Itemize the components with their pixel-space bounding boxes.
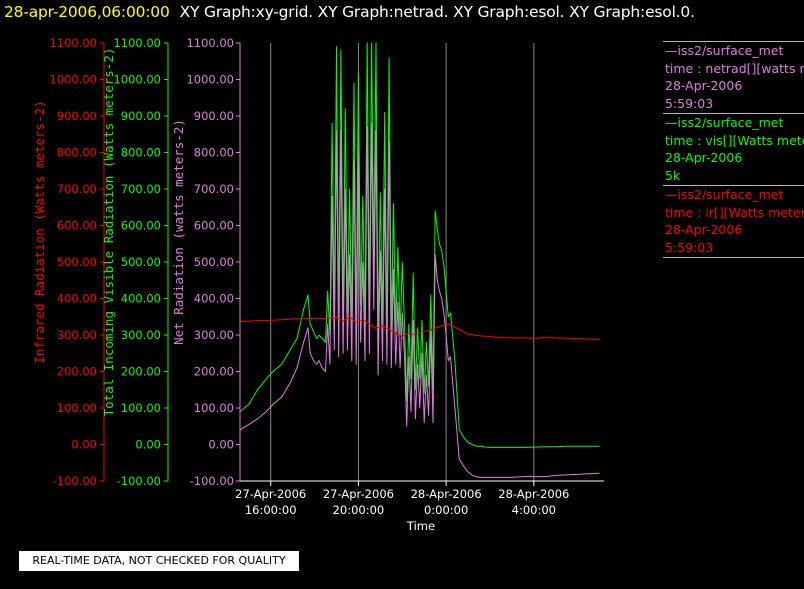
legend-desc: time : vis[][Watts meters-2]: [665, 132, 804, 148]
y-tick-label-vis-6: 500.00: [121, 255, 161, 269]
y-tick-label-net-11: 1000.00: [186, 73, 234, 87]
series-line-ir: [239, 316, 600, 340]
x-tick-label-date-1: 27-Apr-2006: [323, 487, 394, 501]
y-axis-title-net: Net Radiation (watts meters-2): [171, 119, 186, 345]
axes: -100.00 0.00 100.00 200.00 300.00 400.00 500.0…: [32, 36, 604, 533]
title-timestamp: 28-apr-2006,06:00:00: [4, 3, 170, 21]
legend-separator: [663, 257, 804, 258]
quality-note: REAL-TIME DATA, NOT CHECKED FOR QUALITY: [19, 551, 299, 571]
legend-separator: [663, 41, 804, 42]
series-line-vis: [239, 42, 600, 448]
legend-separator: [663, 185, 804, 186]
y-tick-label-vis-9: 800.00: [121, 146, 161, 160]
x-tick-label-time-1: 20:00:00: [333, 503, 385, 517]
legend-desc: time : ir[][Watts meters-2]: [665, 204, 804, 220]
y-tick-label-ir-10: 900.00: [57, 109, 97, 123]
title-bar: 28-apr-2006,06:00:00 XY Graph:xy-grid. XY…: [4, 3, 695, 25]
y-tick-label-net-5: 400.00: [194, 292, 234, 306]
y-axis-title-vis: Total Incoming Visible Radiation (Watts …: [101, 48, 116, 417]
y-tick-label-vis-1: 0.00: [135, 438, 161, 452]
y-tick-label-net-3: 200.00: [194, 365, 234, 379]
x-tick-label-time-2: 0:00:00: [424, 503, 468, 517]
y-tick-label-vis-8: 700.00: [121, 182, 161, 196]
legend-extra: 5:59:03: [665, 95, 714, 111]
y-axis-title-ir: Infrared Radiation (Watts meters-2): [32, 100, 47, 363]
x-tick-label-date-3: 28-Apr-2006: [498, 487, 569, 501]
y-tick-label-ir-9: 800.00: [57, 146, 97, 160]
y-tick-label-ir-11: 1000.00: [49, 73, 97, 87]
legend-date: 28-Apr-2006: [665, 150, 743, 165]
legend-date: 28-Apr-2006: [665, 78, 743, 93]
y-tick-label-ir-2: 100.00: [57, 401, 97, 415]
legend-source: —iss2/surface_met: [665, 43, 784, 58]
legend-date: 28-Apr-2006: [665, 222, 743, 237]
y-tick-label-ir-4: 300.00: [57, 328, 97, 342]
y-tick-label-ir-3: 200.00: [57, 365, 97, 379]
y-tick-label-vis-4: 300.00: [121, 328, 161, 342]
legend-source: —iss2/surface_met: [665, 115, 784, 130]
title-graph-list: XY Graph:xy-grid. XY Graph:netrad. XY Gr…: [179, 3, 695, 21]
x-tick-label-date-2: 28-Apr-2006: [411, 487, 482, 501]
y-tick-label-net-2: 100.00: [194, 401, 234, 415]
y-tick-label-net-7: 600.00: [194, 219, 234, 233]
y-tick-label-net-6: 500.00: [194, 255, 234, 269]
y-tick-label-vis-0: -100.00: [117, 474, 161, 488]
y-tick-label-vis-11: 1000.00: [113, 73, 161, 87]
x-tick-label-date-0: 27-Apr-2006: [235, 487, 306, 501]
y-tick-label-ir-12: 1100.00: [49, 36, 97, 50]
legend-desc: time : netrad[][watts meters-2]: [665, 60, 804, 76]
legend-extra: 5k: [665, 167, 681, 183]
y-tick-label-vis-12: 1100.00: [113, 36, 161, 50]
y-tick-label-ir-0: -100.00: [53, 474, 97, 488]
legend-extra: 5:59:03: [665, 239, 714, 255]
y-tick-label-ir-8: 700.00: [57, 182, 97, 196]
y-tick-label-net-9: 800.00: [194, 146, 234, 160]
y-tick-label-ir-1: 0.00: [71, 438, 97, 452]
legend-separator: [663, 113, 804, 114]
y-tick-label-net-4: 300.00: [194, 328, 234, 342]
y-tick-label-net-1: 0.00: [208, 438, 234, 452]
x-tick-label-time-3: 4:00:00: [512, 503, 556, 517]
y-tick-label-ir-5: 400.00: [57, 292, 97, 306]
y-tick-label-ir-6: 500.00: [57, 255, 97, 269]
y-tick-label-vis-2: 100.00: [121, 401, 161, 415]
x-axis-title: Time: [406, 519, 435, 533]
y-tick-label-net-0: -100.00: [190, 474, 234, 488]
y-tick-label-net-8: 700.00: [194, 182, 234, 196]
series-line-net: [239, 122, 600, 478]
y-tick-label-vis-10: 900.00: [121, 109, 161, 123]
y-tick-label-net-10: 900.00: [194, 109, 234, 123]
y-tick-label-ir-7: 600.00: [57, 219, 97, 233]
series-lines: [239, 42, 600, 478]
x-tick-label-time-0: 16:00:00: [245, 503, 297, 517]
legend-source: —iss2/surface_met: [665, 187, 784, 202]
y-tick-label-vis-3: 200.00: [121, 365, 161, 379]
y-tick-label-vis-7: 600.00: [121, 219, 161, 233]
y-tick-label-vis-5: 400.00: [121, 292, 161, 306]
y-tick-label-net-12: 1100.00: [186, 36, 234, 50]
